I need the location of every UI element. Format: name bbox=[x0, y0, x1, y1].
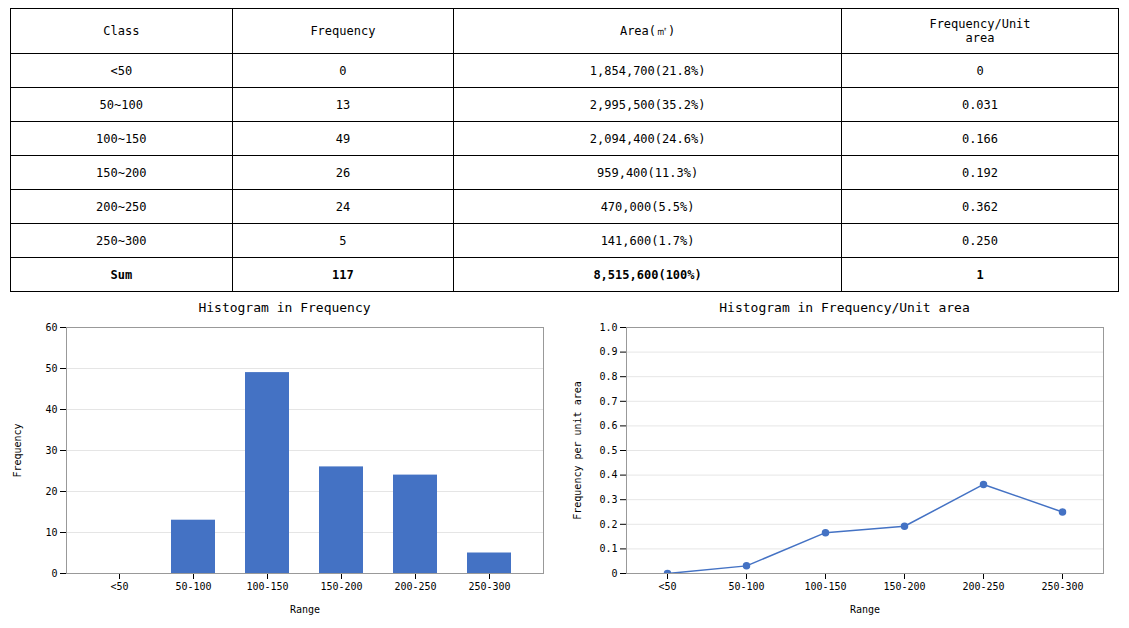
svg-text:Range: Range bbox=[850, 604, 880, 615]
svg-text:30: 30 bbox=[45, 445, 57, 456]
svg-text:0.7: 0.7 bbox=[599, 396, 617, 407]
html-text:0: 0 bbox=[339, 63, 347, 78]
html-text:49: 49 bbox=[335, 131, 351, 146]
svg-text:150-200: 150-200 bbox=[883, 581, 925, 592]
html-text:Histogram in Frequency: Histogram in Frequency bbox=[198, 300, 371, 315]
svg-text:1.0: 1.0 bbox=[599, 322, 617, 333]
html-text:100~150: 100~150 bbox=[96, 131, 147, 146]
html-text:13: 13 bbox=[335, 97, 351, 112]
html-text:0.362: 0.362 bbox=[961, 199, 998, 214]
svg-text:0: 0 bbox=[51, 568, 57, 579]
html-text:26: 26 bbox=[335, 165, 351, 180]
svg-text:Frequency: Frequency bbox=[12, 423, 23, 477]
svg-text:<50: <50 bbox=[658, 581, 676, 592]
svg-text:50: 50 bbox=[45, 363, 57, 374]
svg-text:Range: Range bbox=[290, 604, 320, 615]
svg-text:200-250: 200-250 bbox=[394, 581, 436, 592]
html-text:0.250: 0.250 bbox=[961, 233, 998, 248]
svg-text:0.6: 0.6 bbox=[599, 420, 617, 431]
html-text:<50: <50 bbox=[110, 63, 133, 78]
svg-text:0.2: 0.2 bbox=[599, 519, 617, 530]
svg-text:0.1: 0.1 bbox=[599, 543, 617, 554]
svg-text:100-150: 100-150 bbox=[246, 581, 288, 592]
svg-text:40: 40 bbox=[45, 404, 57, 415]
html-text:24: 24 bbox=[335, 199, 351, 214]
html-text:0.031: 0.031 bbox=[961, 97, 998, 112]
html-text:0.166: 0.166 bbox=[961, 131, 998, 146]
svg-text:60: 60 bbox=[45, 322, 57, 333]
svg-text:250-300: 250-300 bbox=[1041, 581, 1083, 592]
html-text:8,515,600(100%): 8,515,600(100%) bbox=[593, 267, 702, 282]
html-text:0: 0 bbox=[976, 63, 984, 78]
html-text:200~250: 200~250 bbox=[96, 199, 147, 214]
html-text:Histogram in Frequency/Unit ar: Histogram in Frequency/Unit area bbox=[719, 300, 970, 315]
svg-text:50-100: 50-100 bbox=[728, 581, 764, 592]
svg-text:20: 20 bbox=[45, 486, 57, 497]
html-text:Class: Class bbox=[103, 24, 140, 38]
svg-text:50-100: 50-100 bbox=[175, 581, 211, 592]
svg-text:250-300: 250-300 bbox=[468, 581, 510, 592]
svg-text:0: 0 bbox=[611, 568, 617, 579]
html-text:0.192: 0.192 bbox=[961, 165, 998, 180]
html-text:117: 117 bbox=[332, 267, 354, 282]
html-text:1: 1 bbox=[976, 267, 984, 282]
svg-text:200-250: 200-250 bbox=[962, 581, 1004, 592]
html-text:141,600(1.7%): 141,600(1.7%) bbox=[600, 233, 695, 248]
html-text:Frequency/Unit area: Frequency/Unit area bbox=[929, 17, 1031, 45]
svg-text:100-150: 100-150 bbox=[804, 581, 846, 592]
html-text:1,854,700(21.8%): 1,854,700(21.8%) bbox=[589, 63, 706, 78]
svg-text:0.5: 0.5 bbox=[599, 445, 617, 456]
svg-text:Frequency per unit area: Frequency per unit area bbox=[572, 381, 583, 519]
svg-text:<50: <50 bbox=[110, 581, 128, 592]
svg-text:0.4: 0.4 bbox=[599, 469, 617, 480]
svg-text:0.9: 0.9 bbox=[599, 346, 617, 357]
html-text:2,094,400(24.6%): 2,094,400(24.6%) bbox=[589, 131, 706, 146]
svg-text:0.3: 0.3 bbox=[599, 494, 617, 505]
html-text:250~300: 250~300 bbox=[96, 233, 147, 248]
html-text:Sum: Sum bbox=[110, 267, 133, 282]
html-text:470,000(5.5%): 470,000(5.5%) bbox=[600, 199, 695, 214]
svg-text:0.8: 0.8 bbox=[599, 371, 617, 382]
html-text:150~200: 150~200 bbox=[96, 165, 147, 180]
html-text:50~100: 50~100 bbox=[99, 97, 143, 112]
html-text:959,400(11.3%): 959,400(11.3%) bbox=[597, 165, 699, 180]
svg-text:10: 10 bbox=[45, 527, 57, 538]
html-text:5: 5 bbox=[339, 233, 347, 248]
svg-text:150-200: 150-200 bbox=[320, 581, 362, 592]
html-text:2,995,500(35.2%): 2,995,500(35.2%) bbox=[589, 97, 706, 112]
html-text:Area(㎡): Area(㎡) bbox=[619, 23, 676, 38]
html-text:Frequency: Frequency bbox=[310, 24, 376, 38]
